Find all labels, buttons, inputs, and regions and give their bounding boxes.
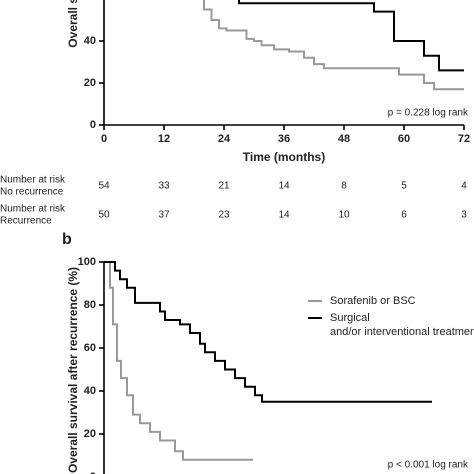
annotation: p < 0.001 log rank bbox=[388, 460, 469, 471]
y-tick-label: 80 bbox=[84, 299, 96, 311]
survival-curve bbox=[199, 0, 464, 91]
risk-value: 50 bbox=[98, 210, 110, 221]
risk-value: 54 bbox=[98, 181, 110, 192]
y-tick-label: 20 bbox=[84, 428, 96, 440]
y-tick-label: 100 bbox=[78, 256, 96, 268]
risk-value: 8 bbox=[341, 181, 347, 192]
y-axis-title: Overall survival after recurrence (%) bbox=[66, 267, 80, 473]
risk-value: 4 bbox=[461, 181, 467, 192]
risk-value: 5 bbox=[401, 181, 407, 192]
risk-value: 21 bbox=[218, 181, 230, 192]
x-axis-title: Time (months) bbox=[243, 150, 325, 164]
risk-header: Number at risk bbox=[0, 204, 66, 215]
y-tick-label: 20 bbox=[84, 77, 96, 89]
y-tick-label: 60 bbox=[84, 342, 96, 354]
x-tick-label: 60 bbox=[398, 133, 410, 145]
y-tick-label: 40 bbox=[84, 35, 96, 47]
y-axis-title: Overall survival (%) bbox=[66, 0, 80, 48]
x-tick-label: 0 bbox=[101, 133, 107, 145]
risk-value: 14 bbox=[278, 181, 290, 192]
risk-value: 23 bbox=[218, 210, 230, 221]
y-tick-label: 0 bbox=[90, 119, 96, 131]
risk-value: 14 bbox=[278, 210, 290, 221]
risk-value: 37 bbox=[158, 210, 170, 221]
risk-header: Number at risk bbox=[0, 175, 66, 186]
risk-value: 6 bbox=[401, 210, 407, 221]
survival-curve bbox=[238, 0, 464, 72]
legend-label: Surgical and/or interventional treatment bbox=[330, 312, 474, 338]
risk-value: 33 bbox=[158, 181, 170, 192]
x-tick-label: 72 bbox=[458, 133, 470, 145]
survival-curve bbox=[104, 261, 253, 461]
x-tick-label: 12 bbox=[158, 133, 170, 145]
risk-value: 3 bbox=[461, 210, 467, 221]
x-tick-label: 36 bbox=[278, 133, 290, 145]
y-tick-label: 40 bbox=[84, 385, 96, 397]
legend-label: Sorafenib or BSC bbox=[330, 295, 416, 307]
survival-curve bbox=[104, 261, 432, 403]
annotation: p = 0.228 log rank bbox=[388, 108, 469, 119]
risk-value: 10 bbox=[338, 210, 350, 221]
panel-label: b bbox=[62, 231, 72, 248]
risk-row-label: Recurrence bbox=[0, 216, 52, 227]
x-tick-label: 24 bbox=[218, 133, 231, 145]
x-tick-label: 48 bbox=[338, 133, 350, 145]
y-tick-label: 0 bbox=[90, 471, 96, 474]
risk-row-label: No recurrence bbox=[0, 187, 64, 198]
